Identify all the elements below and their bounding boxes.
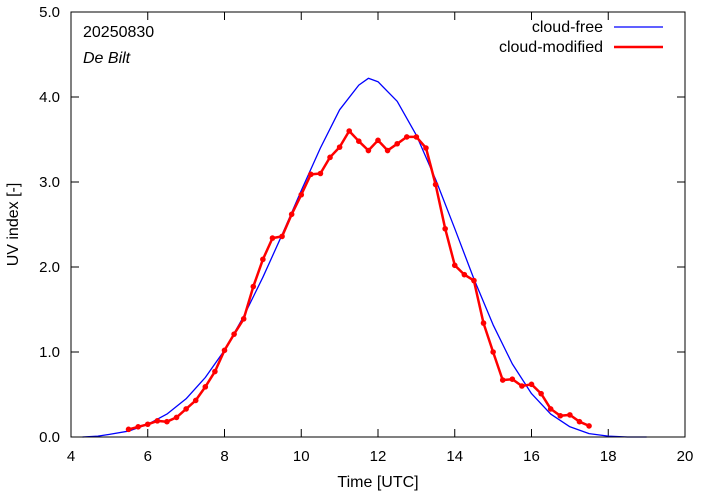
date-annotation: 20250830 (83, 24, 154, 41)
y-tick-label: 4.0 (39, 89, 60, 106)
data-point-cloud-modified (288, 211, 295, 218)
data-point-cloud-modified (231, 331, 237, 337)
data-point-cloud-modified (346, 128, 353, 134)
x-axis-label: Time [UTC] (337, 474, 418, 491)
station-annotation: De Bilt (83, 50, 131, 67)
data-point-cloud-modified (336, 144, 343, 150)
data-point-cloud-modified (442, 225, 448, 232)
x-tick-label: 18 (600, 448, 617, 465)
data-point-cloud-modified (308, 171, 314, 178)
data-point-cloud-modified (327, 154, 333, 161)
data-point-cloud-modified (192, 397, 199, 404)
data-point-cloud-modified (356, 138, 362, 144)
legend-label-cloud-free: cloud-free (532, 19, 603, 36)
data-point-cloud-modified (499, 377, 506, 383)
y-tick-label: 5.0 (39, 4, 60, 21)
data-point-cloud-modified (528, 381, 535, 388)
tick-marks (70, 11, 686, 438)
data-point-cloud-modified (317, 170, 324, 177)
data-point-cloud-modified (250, 283, 257, 290)
y-tick-label: 2.0 (39, 259, 60, 276)
data-point-cloud-modified (423, 145, 429, 151)
data-point-cloud-modified (183, 406, 189, 412)
legend-label-cloud-modified: cloud-modified (499, 39, 603, 56)
data-point-cloud-modified (125, 426, 132, 433)
data-point-cloud-modified (154, 418, 161, 424)
plot-frame (70, 11, 686, 438)
data-point-cloud-modified (240, 316, 247, 322)
data-point-cloud-modified (144, 421, 151, 428)
data-point-cloud-modified (490, 349, 496, 355)
y-tick-label: 3.0 (39, 174, 60, 191)
data-point-cloud-modified (576, 418, 583, 425)
data-point-cloud-modified (202, 384, 209, 390)
data-point-cloud-modified (471, 277, 477, 284)
data-point-cloud-modified (432, 181, 439, 188)
data-point-cloud-modified (135, 424, 141, 430)
x-tick-label: 6 (144, 448, 152, 465)
data-point-cloud-modified (260, 256, 266, 263)
x-tick-label: 4 (67, 448, 75, 465)
data-point-cloud-modified (375, 137, 381, 144)
x-tick-label: 20 (677, 448, 694, 465)
y-tick-labels: 0.0 1.0 2.0 3.0 4.0 5.0 (39, 4, 60, 446)
y-axis-label: UV index [-] (5, 183, 22, 267)
data-point-cloud-modified (586, 423, 592, 429)
data-point-cloud-modified (269, 235, 276, 241)
data-point-cloud-modified (451, 262, 458, 269)
x-tick-label: 10 (293, 448, 310, 465)
data-point-cloud-modified (173, 414, 180, 421)
data-point-cloud-modified (538, 390, 544, 397)
data-point-cloud-modified (413, 134, 420, 140)
y-tick-label: 1.0 (39, 344, 60, 361)
x-tick-label: 14 (446, 448, 463, 465)
series-line-cloud-free (82, 77, 647, 438)
data-point-cloud-modified (461, 271, 468, 278)
data-point-cloud-modified (279, 233, 285, 240)
data-point-cloud-modified (557, 412, 564, 419)
data-point-cloud-modified (164, 418, 170, 425)
data-point-cloud-modified (221, 347, 228, 354)
data-point-cloud-modified (403, 134, 410, 140)
y-tick-label: 0.0 (39, 429, 60, 446)
data-point-cloud-modified (365, 147, 372, 154)
x-tick-label: 16 (523, 448, 540, 465)
data-point-cloud-modified (480, 320, 487, 326)
series-layer (82, 77, 647, 438)
data-point-cloud-modified (384, 147, 391, 154)
legend: cloud-free cloud-modified (499, 19, 663, 56)
x-tick-label: 12 (370, 448, 387, 465)
x-tick-label: 8 (220, 448, 228, 465)
data-point-cloud-modified (509, 376, 516, 383)
x-tick-labels: 4 6 8 10 12 14 16 18 20 (67, 448, 694, 465)
data-point-cloud-modified (519, 383, 525, 389)
data-point-cloud-modified (212, 368, 218, 375)
data-point-cloud-modified (547, 406, 554, 412)
data-point-cloud-modified (394, 140, 400, 147)
data-point-cloud-modified (567, 412, 573, 418)
data-point-cloud-modified (298, 191, 305, 198)
